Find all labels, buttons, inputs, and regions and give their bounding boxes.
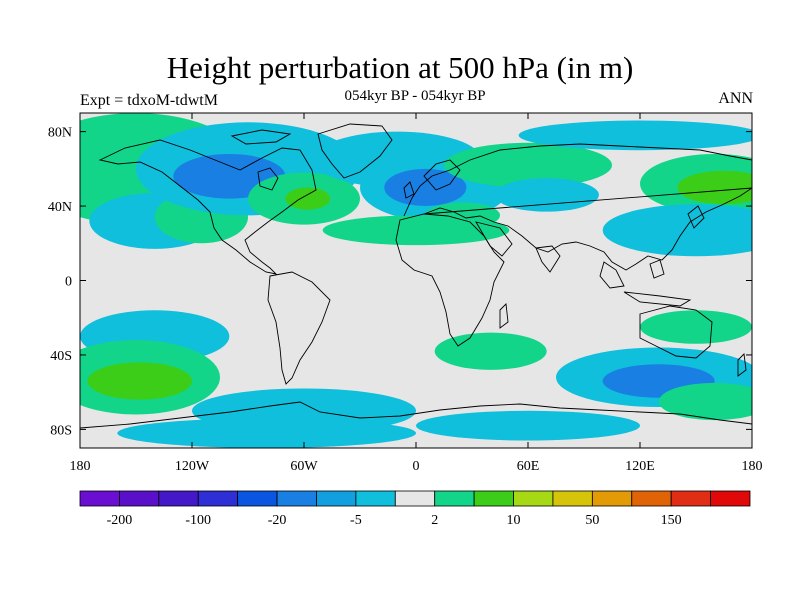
colorbar-label: 150 bbox=[661, 513, 682, 528]
experiment-label: Expt = tdxoM-tdwtM bbox=[80, 92, 218, 109]
colorbar: -200 -100 -20 -5 2 10 50 150 bbox=[79, 490, 751, 528]
colorbar-swatch bbox=[631, 490, 672, 507]
lon-tick-label: 120W bbox=[175, 459, 210, 474]
lon-tick-label: 0 bbox=[413, 459, 420, 474]
colorbar-swatch bbox=[513, 490, 554, 507]
colorbar-swatch bbox=[276, 490, 317, 507]
colorbar-swatch bbox=[473, 490, 514, 507]
lat-tick-label: 80S bbox=[50, 423, 72, 438]
lon-tick-label: 60E bbox=[517, 459, 540, 474]
axis-ticks: 180 120W 60W 0 60E 120E 180 80N 40N 0 40S 80S bbox=[48, 113, 763, 474]
contour-region bbox=[434, 332, 547, 370]
coastlines bbox=[80, 123, 752, 429]
lat-tick-label: 0 bbox=[65, 275, 72, 290]
lat-tick-label: 80N bbox=[48, 126, 72, 141]
colorbar-swatch bbox=[591, 490, 633, 507]
colorbar-label: -20 bbox=[268, 513, 287, 528]
season-label: ANN bbox=[718, 90, 753, 107]
lon-tick-label: 180 bbox=[70, 459, 91, 474]
lat-tick-label: 40N bbox=[48, 200, 72, 215]
colorbar-swatch bbox=[158, 490, 199, 507]
lon-tick-label: 60W bbox=[290, 459, 318, 474]
colorbar-label: 10 bbox=[507, 513, 521, 528]
colorbar-swatch bbox=[355, 490, 396, 507]
contour-region bbox=[117, 418, 417, 448]
colorbar-swatch bbox=[316, 490, 357, 507]
colorbar-swatch bbox=[79, 490, 120, 507]
plot-subtitle: 054kyr BP - 054kyr BP bbox=[344, 88, 486, 104]
contour-region bbox=[677, 170, 752, 205]
colorbar-label: 50 bbox=[585, 513, 599, 528]
colorbar-label: 2 bbox=[431, 513, 438, 528]
colorbar-swatch bbox=[552, 490, 593, 507]
colorbar-swatch bbox=[237, 490, 278, 507]
colorbar-swatch bbox=[197, 490, 239, 507]
colorbar-swatch bbox=[119, 490, 160, 507]
colorbar-label: -100 bbox=[185, 513, 211, 528]
colorbar-swatch bbox=[710, 490, 751, 507]
contour-field bbox=[80, 113, 752, 448]
lon-tick-label: 180 bbox=[742, 459, 763, 474]
colorbar-label: -200 bbox=[107, 513, 133, 528]
contour-region bbox=[87, 362, 192, 400]
contour-region bbox=[416, 410, 640, 441]
lon-tick-label: 120E bbox=[625, 459, 655, 474]
plot-title: Height perturbation at 500 hPa (in m) bbox=[166, 50, 634, 85]
lat-tick-label: 40S bbox=[50, 349, 72, 364]
colorbar-swatch bbox=[434, 490, 475, 507]
colorbar-label: -5 bbox=[350, 513, 362, 528]
contour-region bbox=[602, 204, 752, 257]
contour-region bbox=[384, 168, 467, 207]
contour-region bbox=[494, 178, 599, 212]
contour-region bbox=[640, 310, 752, 344]
contour-region bbox=[658, 382, 752, 421]
colorbar-swatch bbox=[394, 490, 436, 507]
contour-region bbox=[285, 187, 331, 210]
contour-region bbox=[518, 120, 752, 151]
contour-region bbox=[444, 142, 612, 188]
colorbar-swatch bbox=[670, 490, 711, 507]
